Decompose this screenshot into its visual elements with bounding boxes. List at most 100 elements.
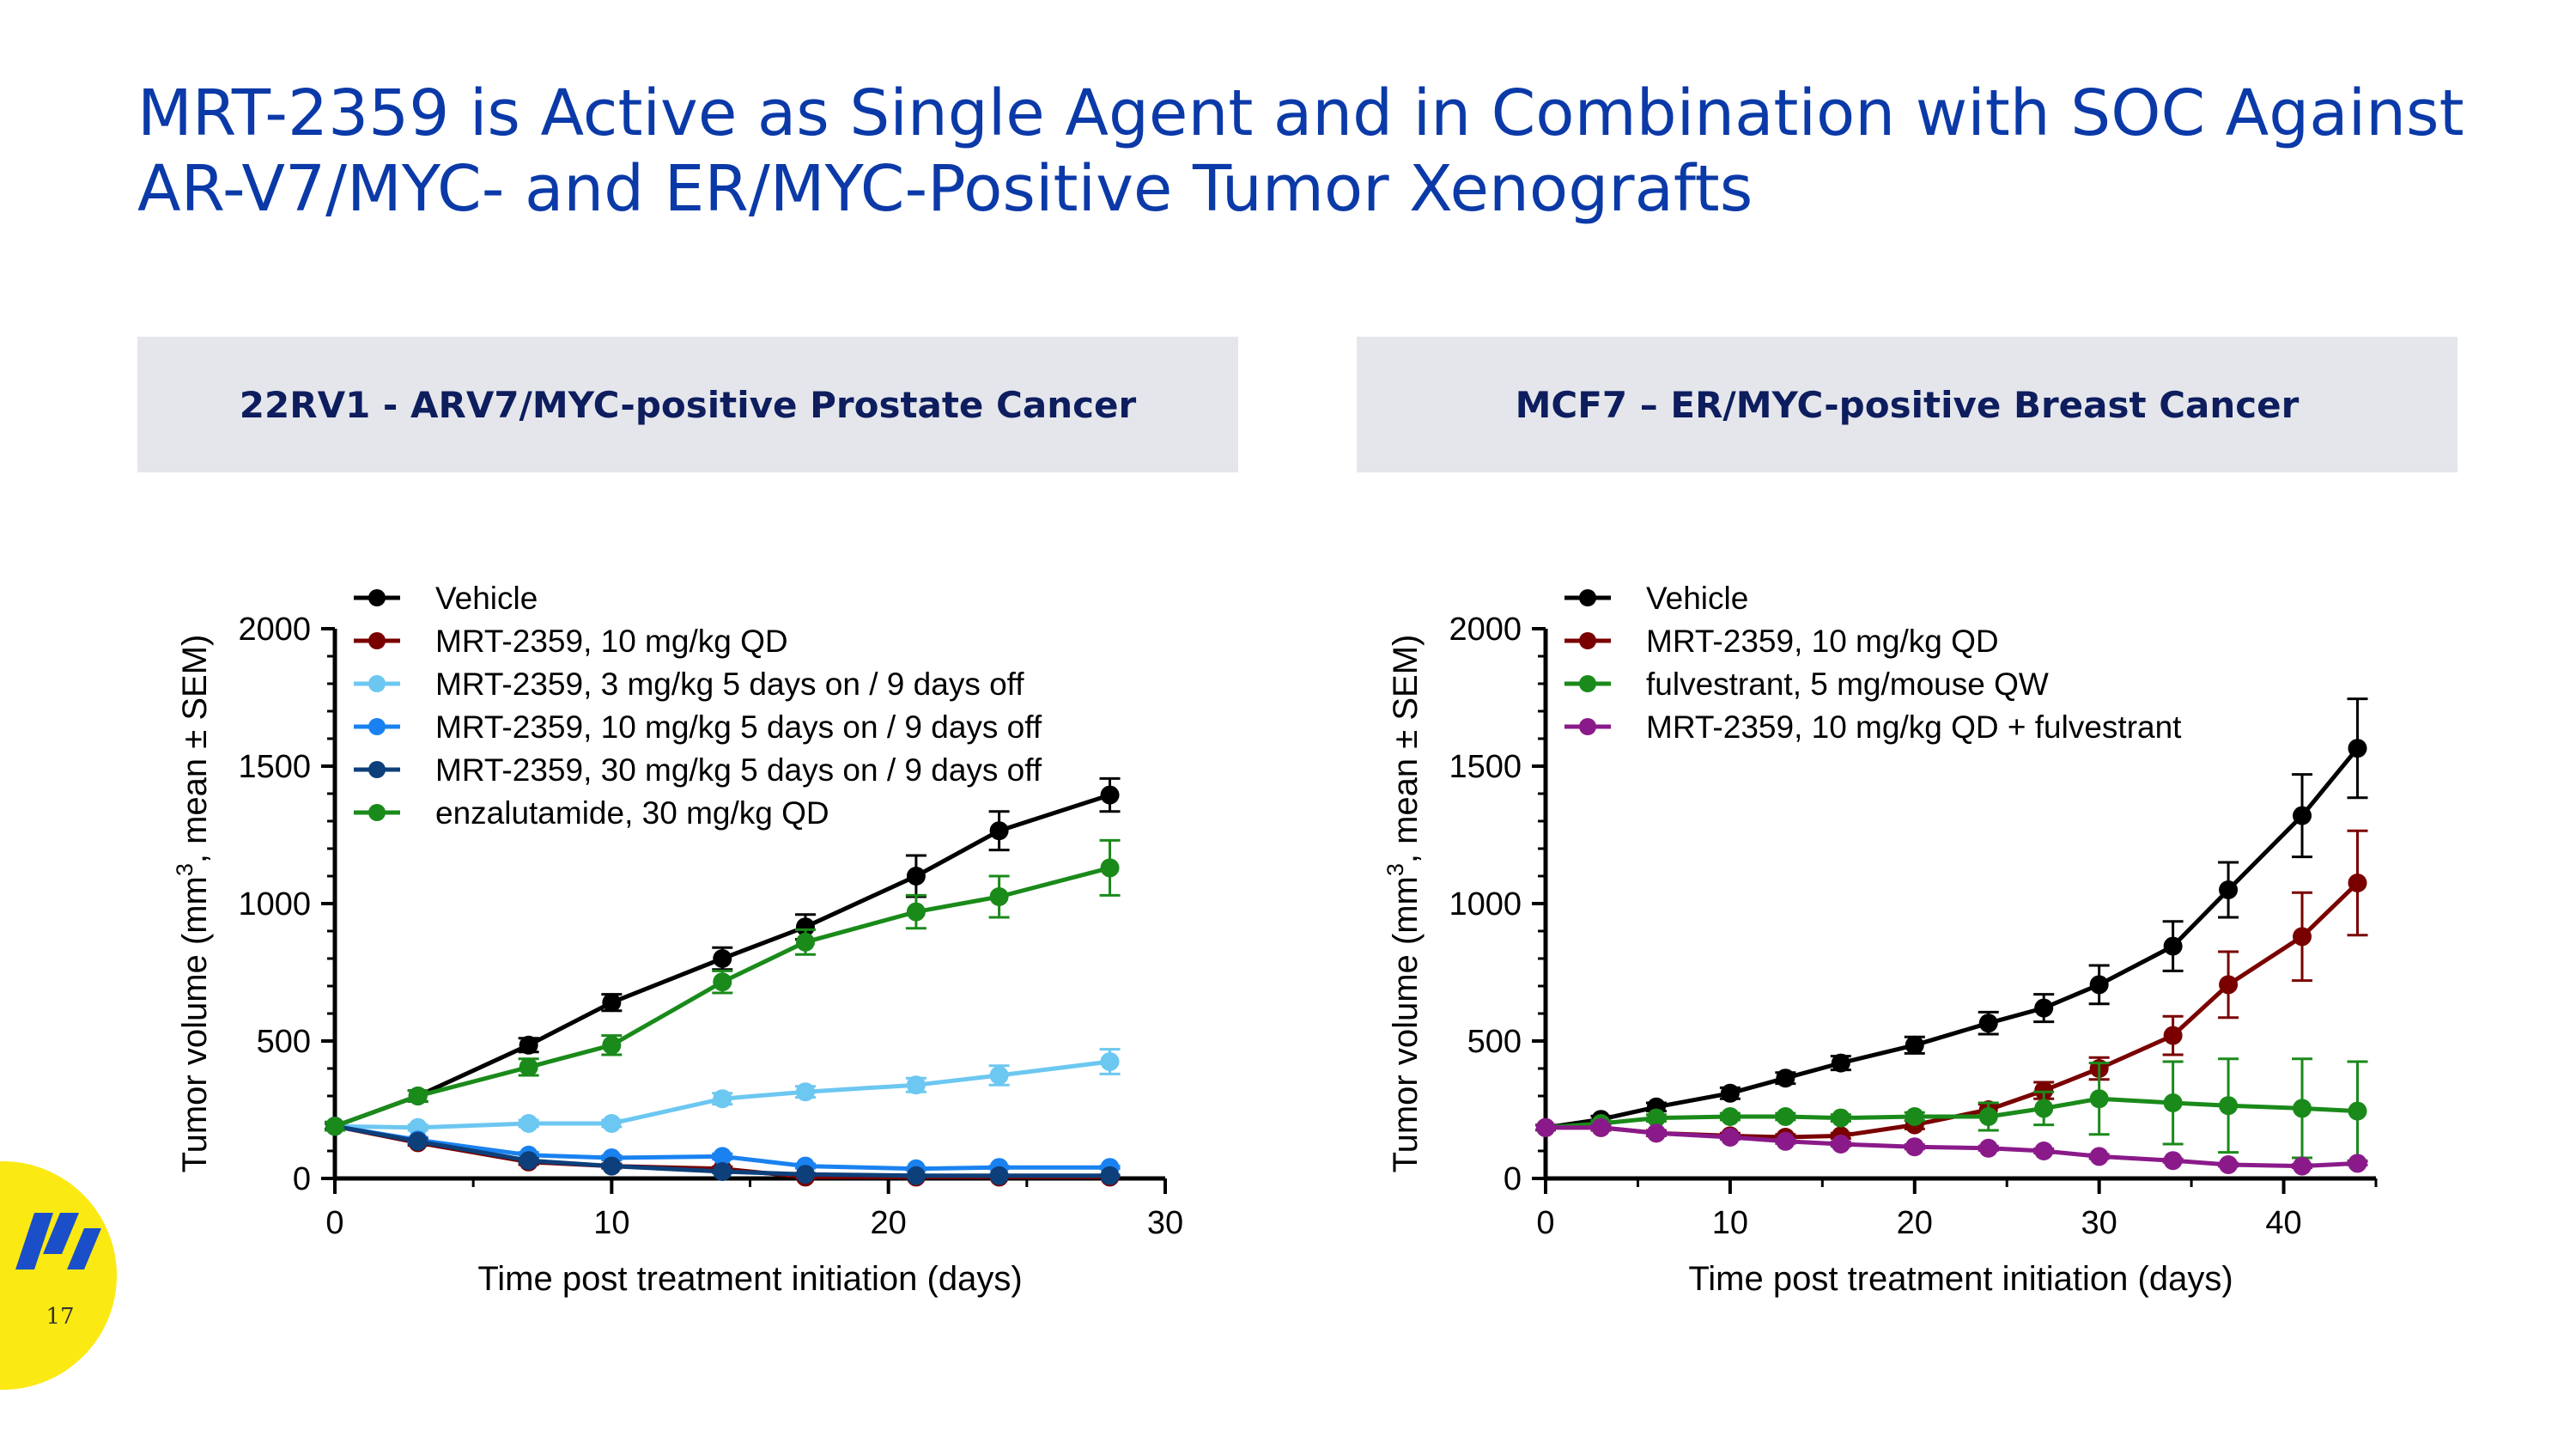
prostate-data-point [602, 993, 622, 1013]
prostate-data-point [519, 1151, 538, 1171]
breast-data-point [1646, 1123, 1666, 1143]
prostate-data-point [519, 1114, 538, 1133]
breast-data-point [1978, 1014, 1998, 1033]
prostate-data-point [989, 887, 1009, 906]
breast-data-point [2163, 1026, 2183, 1045]
prostate-data-point [795, 932, 815, 952]
prostate-y-tick-label: 1500 [238, 749, 311, 785]
breast-data-point [1720, 1107, 1740, 1126]
breast-data-point [1831, 1108, 1850, 1128]
prostate-legend-marker [368, 632, 386, 649]
breast-data-point [1776, 1107, 1795, 1126]
breast-data-point [2163, 1151, 2183, 1171]
breast-data-point [2219, 1155, 2239, 1174]
prostate-legend-label: Vehicle [435, 581, 538, 616]
breast-legend-marker [1579, 632, 1596, 649]
prostate-data-point [519, 1035, 538, 1055]
company-logo-icon [15, 1213, 101, 1269]
prostate-legend-label: MRT-2359, 3 mg/kg 5 days on / 9 days off [435, 667, 1024, 702]
breast-data-point [1591, 1117, 1611, 1137]
breast-y-tick-label: 1000 [1449, 886, 1522, 922]
prostate-data-point [408, 1087, 428, 1105]
prostate-data-point [989, 1066, 1009, 1085]
prostate-data-point [906, 1075, 926, 1095]
breast-x-tick-label: 40 [2265, 1205, 2301, 1241]
breast-legend-entry: fulvestrant, 5 mg/mouse QW [1564, 667, 2049, 702]
breast-data-point [1646, 1108, 1666, 1128]
breast-data-point [1978, 1138, 1998, 1158]
prostate-y-axis-label: Tumor volume (mm3, mean ± SEM) [172, 635, 214, 1173]
prostate-legend-entry: MRT-2359, 10 mg/kg 5 days on / 9 days of… [354, 709, 1042, 745]
prostate-y-tick-label: 2000 [238, 612, 311, 648]
prostate-legend-label: MRT-2359, 10 mg/kg QD [435, 624, 788, 659]
left-panel-header-text: 22RV1 - ARV7/MYC-positive Prostate Cance… [239, 383, 1137, 426]
prostate-data-point [906, 1166, 926, 1185]
left-panel-header: 22RV1 - ARV7/MYC-positive Prostate Cance… [137, 337, 1238, 472]
breast-series-3 [1535, 1117, 2368, 1176]
prostate-data-point [713, 1147, 732, 1166]
prostate-legend-label: enzalutamide, 30 mg/kg QD [435, 795, 829, 831]
breast-data-point [2348, 1154, 2367, 1173]
prostate-data-point [989, 1166, 1009, 1185]
prostate-series-line [334, 865, 1111, 1129]
breast-data-point [2089, 1089, 2109, 1109]
breast-x-tick-label: 0 [1536, 1205, 1554, 1241]
breast-data-point [1776, 1131, 1795, 1151]
breast-data-point [2293, 1156, 2312, 1176]
breast-data-point [1905, 1035, 1924, 1055]
prostate-data-point [325, 1117, 344, 1136]
slide-title: MRT-2359 is Active as Single Agent and i… [137, 76, 2507, 227]
prostate-legend-marker [368, 761, 386, 778]
prostate-y-tick-label: 500 [257, 1024, 311, 1060]
breast-data-point [2034, 1081, 2054, 1100]
breast-legend-label: MRT-2359, 10 mg/kg QD [1646, 624, 1999, 659]
breast-legend-marker [1579, 718, 1596, 735]
prostate-legend-marker [368, 675, 386, 692]
breast-data-point [2034, 1099, 2054, 1118]
breast-y-axis-label: Tumor volume (mm3, mean ± SEM) [1382, 635, 1425, 1173]
breast-data-point [1978, 1107, 1998, 1126]
breast-data-point [2348, 874, 2367, 892]
breast-data-point [2293, 1099, 2312, 1118]
prostate-data-point [906, 867, 926, 886]
breast-legend-marker [1579, 589, 1596, 606]
prostate-x-tick-label: 0 [325, 1205, 343, 1241]
prostate-data-point [1100, 1166, 1120, 1185]
breast-tumor-volume-chart: 0 500 1000 1500 2000 0 10 20 30 40 Time post treat… [1382, 581, 2378, 1298]
breast-data-point [2034, 998, 2054, 1018]
breast-legend-marker [1579, 675, 1596, 692]
prostate-legend-entry: MRT-2359, 3 mg/kg 5 days on / 9 days off [354, 667, 1024, 702]
prostate-x-tick-label: 30 [1147, 1205, 1183, 1241]
breast-data-point [1720, 1128, 1740, 1147]
prostate-series-5 [325, 838, 1121, 1136]
breast-data-point [1831, 1135, 1850, 1154]
breast-y-tick-label: 1500 [1449, 749, 1522, 785]
prostate-data-point [519, 1057, 538, 1077]
breast-data-point [1831, 1053, 1850, 1073]
breast-series-line [1545, 746, 2360, 1130]
breast-data-point [2219, 1096, 2239, 1116]
breast-y-tick-label: 500 [1467, 1024, 1522, 1060]
breast-data-point [2219, 880, 2239, 899]
breast-data-point [1905, 1137, 1924, 1157]
breast-legend-label: Vehicle [1646, 581, 1748, 616]
prostate-data-point [989, 821, 1009, 841]
prostate-legend-entry: MRT-2359, 10 mg/kg QD [354, 624, 788, 659]
breast-data-point [2089, 975, 2109, 995]
prostate-series-2 [325, 1048, 1121, 1137]
prostate-data-point [713, 1089, 732, 1109]
breast-x-tick-label: 30 [2081, 1205, 2117, 1241]
prostate-data-point [795, 1165, 815, 1184]
breast-data-point [1720, 1083, 1740, 1103]
prostate-y-tick-label: 1000 [238, 886, 311, 922]
breast-legend-label: fulvestrant, 5 mg/mouse QW [1646, 667, 2049, 702]
breast-data-point [2163, 1093, 2183, 1112]
prostate-data-point [795, 1082, 815, 1102]
prostate-data-point [602, 1035, 622, 1055]
prostate-data-point [1100, 1052, 1120, 1071]
prostate-legend-label: MRT-2359, 10 mg/kg 5 days on / 9 days of… [435, 709, 1042, 745]
breast-data-point [2293, 806, 2312, 825]
breast-x-axis-label: Time post treatment initiation (days) [1688, 1260, 2233, 1298]
prostate-data-point [713, 1162, 732, 1181]
prostate-x-tick-label: 10 [593, 1205, 629, 1241]
